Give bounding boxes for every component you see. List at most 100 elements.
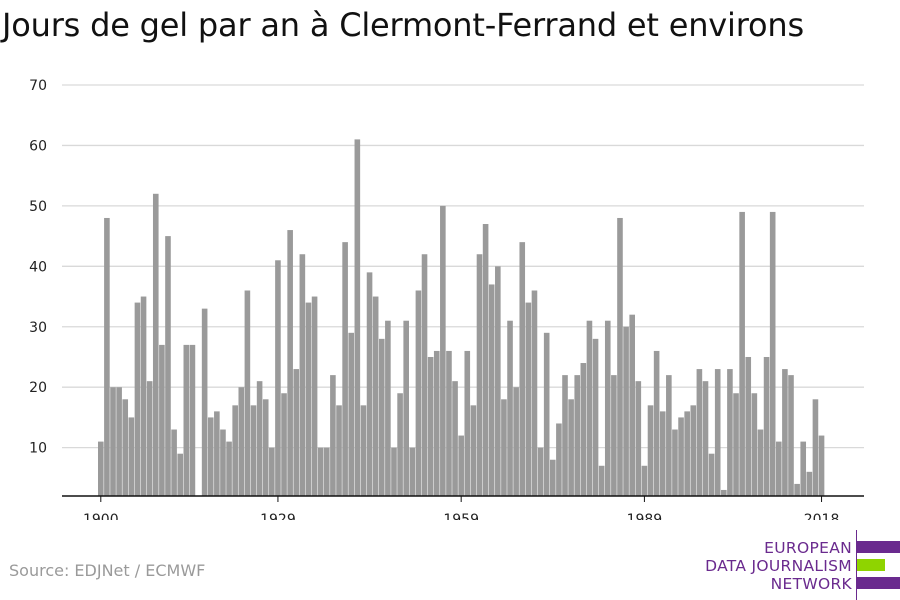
- bar: [757, 429, 764, 496]
- bar: [702, 381, 709, 496]
- bar: [140, 296, 147, 496]
- logo-bar-purple-top: [857, 541, 900, 553]
- bar: [409, 447, 416, 496]
- bar: [482, 224, 489, 496]
- bar: [501, 399, 507, 496]
- bar: [250, 405, 257, 496]
- bar: [238, 387, 245, 496]
- bar: [525, 302, 532, 496]
- x-tick-label: 1959: [443, 512, 479, 520]
- bar: [281, 393, 287, 496]
- bar: [617, 217, 623, 496]
- bar: [287, 230, 293, 496]
- bar: [495, 266, 501, 496]
- bar: [116, 387, 122, 496]
- bar: [269, 447, 275, 496]
- bar: [580, 363, 587, 496]
- bar: [305, 302, 312, 496]
- bar: [721, 489, 727, 496]
- bar: [763, 356, 770, 496]
- bar: [488, 284, 495, 496]
- bar: [806, 471, 813, 496]
- bar: [110, 387, 116, 496]
- bar: [146, 381, 153, 496]
- bar: [727, 369, 733, 496]
- bar: [733, 393, 739, 496]
- bar: [775, 441, 782, 496]
- bar: [323, 447, 330, 496]
- x-axis-ticks: 1900 1929 1959 1989 2018: [83, 496, 839, 520]
- bar: [586, 320, 593, 496]
- bar: [244, 290, 251, 496]
- bar: [672, 429, 678, 496]
- bar: [794, 483, 800, 496]
- bar: [549, 459, 556, 496]
- bar: [201, 308, 208, 496]
- bar: [433, 350, 440, 496]
- bar: [183, 344, 190, 496]
- bar: [513, 387, 519, 496]
- logo-text-data-journalism: DATA JOURNALISM: [705, 557, 852, 575]
- bar: [189, 344, 196, 496]
- bar: [232, 405, 238, 496]
- bar: [629, 314, 635, 496]
- bar: [696, 369, 703, 496]
- bar: [452, 381, 458, 496]
- bar: [788, 375, 794, 496]
- bar: [165, 236, 171, 496]
- bar: [611, 375, 617, 496]
- bar: [507, 320, 513, 496]
- bar: [812, 399, 819, 496]
- bar: [739, 211, 745, 497]
- y-tick-label: 70: [29, 78, 47, 94]
- bar: [159, 344, 165, 496]
- bar: [708, 453, 715, 496]
- bar: [464, 350, 471, 496]
- logo-bar-purple-bottom: [857, 577, 900, 589]
- bar: [348, 332, 355, 496]
- bar: [275, 260, 281, 496]
- bar: [531, 290, 538, 496]
- bar: [226, 441, 232, 496]
- bar: [782, 369, 788, 496]
- edjnet-logo: EUROPEAN DATA JOURNALISM NETWORK: [700, 530, 900, 600]
- x-tick-label: 1929: [260, 512, 296, 520]
- bar: [403, 320, 409, 496]
- bar: [220, 429, 226, 496]
- bar: [519, 242, 526, 496]
- bar: [311, 296, 318, 496]
- source-note: Source: EDJNet / ECMWF: [9, 561, 206, 580]
- bar: [342, 242, 348, 496]
- bar: [385, 320, 391, 496]
- bar: [751, 393, 758, 496]
- bar: [690, 405, 697, 496]
- y-tick-label: 60: [29, 138, 47, 154]
- bar: [256, 381, 263, 496]
- bar: [360, 405, 367, 496]
- bar: [769, 211, 776, 497]
- bar: [98, 441, 104, 496]
- logo-text-european: EUROPEAN: [764, 539, 852, 557]
- bar: [647, 405, 654, 496]
- bar: [415, 290, 422, 496]
- logo-bar-green: [857, 559, 885, 571]
- bar: [330, 375, 336, 496]
- bar: [446, 350, 452, 496]
- bar: [666, 375, 672, 496]
- bar: [134, 302, 141, 496]
- bar: [122, 399, 129, 496]
- bar: [366, 272, 373, 496]
- bar: [177, 453, 184, 496]
- bar: [421, 254, 428, 496]
- bar: [299, 254, 306, 496]
- bar: [317, 447, 324, 496]
- bar: [476, 254, 483, 496]
- bar: [604, 320, 611, 496]
- chart-title: Jours de gel par an à Clermont-Ferrand e…: [2, 6, 804, 44]
- bar: [568, 399, 574, 496]
- x-tick-label: 1989: [627, 512, 663, 520]
- logo-text-network: NETWORK: [770, 575, 852, 593]
- bar: [818, 435, 825, 496]
- bar: [262, 399, 269, 496]
- bar-chart: 10 20 30 40 50 60 70 1900 1929 1959 1989 2018: [29, 78, 864, 520]
